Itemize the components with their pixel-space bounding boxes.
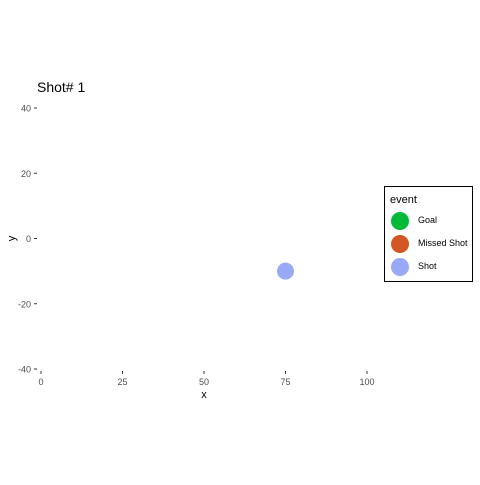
legend-item-goal: Goal <box>389 210 473 232</box>
legend-item-missed-shot: Missed Shot <box>389 233 473 255</box>
x-tick-label: 75 <box>280 377 290 387</box>
x-tick-label: 25 <box>117 377 127 387</box>
y-tick-label: 0 <box>26 234 31 244</box>
y-axis-title: y <box>6 235 18 241</box>
legend-missed-shot-label: Missed Shot <box>418 238 468 248</box>
data-point-shot <box>277 262 294 280</box>
y-tick-label: -40 <box>18 365 31 375</box>
y-tick-label: 20 <box>21 169 31 179</box>
legend-goal-label: Goal <box>418 215 438 225</box>
legend: event Goal Missed Shot Shot <box>384 186 473 282</box>
legend-title: event <box>390 194 417 206</box>
y-tick-label: -20 <box>18 299 31 309</box>
x-axis-title: x <box>201 389 207 401</box>
x-tick-label: 50 <box>199 377 209 387</box>
legend-missed-shot-swatch <box>391 235 409 253</box>
legend-goal-swatch <box>391 212 409 230</box>
y-tick-label: 40 <box>21 104 31 114</box>
x-tick-label: 0 <box>38 377 43 387</box>
legend-shot-swatch <box>391 258 409 276</box>
chart-title: Shot# 1 <box>37 79 86 95</box>
legend-shot-label: Shot <box>418 261 437 271</box>
x-tick-label: 100 <box>359 377 374 387</box>
legend-item-shot: Shot <box>389 256 473 278</box>
